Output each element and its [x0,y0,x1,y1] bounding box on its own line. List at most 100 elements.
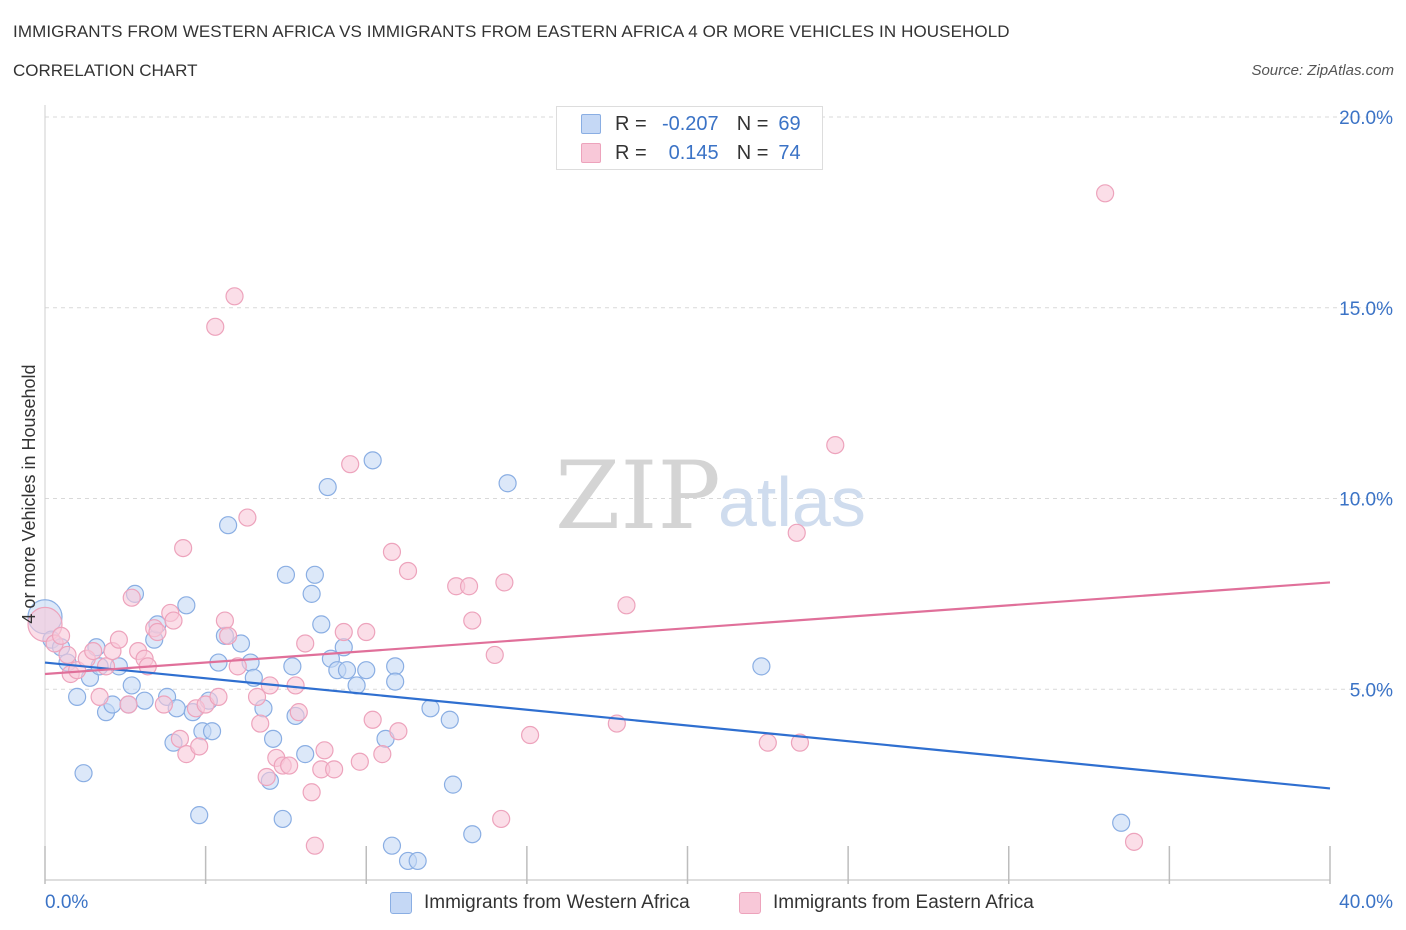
eastern-point [459,577,479,596]
eastern-point [373,745,392,764]
western-point [463,825,482,844]
legend-r-label: R = [615,141,647,164]
western-point [363,451,382,470]
eastern-point [485,645,504,665]
western-point [347,676,366,695]
eastern-point [758,733,777,752]
eastern-point [492,809,511,829]
western-point [357,661,376,680]
western-point [296,745,315,764]
eastern-point [305,836,324,855]
chart-source: Source: ZipAtlas.com [1251,62,1394,79]
eastern-point [296,634,315,653]
eastern-point [790,733,810,752]
trend-lines [44,581,1331,790]
western-point [135,691,154,710]
western-point [408,851,427,871]
western-point [752,657,771,676]
western-point [382,836,402,855]
x-tick-label: 40.0% [1339,892,1393,913]
eastern-point [251,714,270,733]
eastern-point [334,622,353,642]
chart-title: IMMIGRANTS FROM WESTERN AFRICA VS IMMIGR… [13,22,1010,41]
bottom-legend-eastern: Immigrants from Eastern Africa [739,890,1034,916]
western-point [202,722,222,741]
eastern-point [190,737,209,756]
eastern-point [164,611,183,630]
western-point [421,699,440,718]
eastern-point [84,641,103,661]
eastern-point [520,725,540,745]
eastern-point [96,657,116,676]
eastern-point [225,287,244,306]
eastern-point [90,687,109,706]
western-point [318,477,337,497]
legend-n-value: 74 [778,141,801,164]
eastern-point [617,596,636,615]
legend-row-eastern: R = 0.145 N = 74 [581,141,801,165]
western-point [443,775,463,794]
bottom-legend-swatch-western [390,892,412,914]
western-point [177,596,196,615]
legend-n-label: N = [736,141,769,164]
eastern-point [389,722,408,741]
eastern-point [109,630,128,649]
western-point [263,729,283,748]
western-point [440,710,459,729]
eastern-point [1096,184,1115,203]
western-point [74,764,93,783]
western-point [386,672,405,691]
eastern-point [357,622,376,642]
grid-lines [45,116,1390,690]
watermark-zip: ZIP [555,442,721,551]
eastern-point [382,542,402,562]
y-tick-label: 15.0% [1339,299,1393,320]
legend-r-value: -0.207 [661,112,719,135]
western-point [122,676,141,695]
x-tick-label: 0.0% [45,892,88,913]
bottom-legend-western: Immigrants from Western Africa [390,890,690,916]
eastern-trend-line [44,581,1331,676]
eastern-point [302,783,321,802]
eastern-point [341,455,360,474]
western-trend-line [44,661,1331,790]
western-point [302,584,321,603]
eastern-point [350,752,369,771]
western-point [337,661,357,680]
eastern-point [463,611,482,630]
western-point [1112,813,1131,832]
eastern-point [209,687,228,706]
eastern-point [787,523,806,542]
western-point [305,565,324,584]
western-point [219,516,238,535]
eastern-point [280,756,299,775]
eastern-point [119,695,138,714]
legend-n-value: 69 [778,112,801,135]
eastern-point [363,710,382,729]
axes: 5.0% 10.0% 15.0% 20.0% 0.0% 40.0% [44,105,1393,913]
eastern-point [315,741,334,760]
eastern-point [219,626,238,645]
y-tick-label: 10.0% [1339,490,1393,511]
bottom-legend-label-eastern: Immigrants from Eastern Africa [773,892,1034,913]
western-point [312,615,331,634]
bottom-legend-swatch-eastern [739,892,761,914]
bottom-legend-label-western: Immigrants from Western Africa [424,892,690,913]
eastern-point [215,611,234,630]
eastern-point [170,729,190,748]
legend-r-label: R = [615,112,647,135]
legend-r-value: 0.145 [668,141,719,164]
eastern-point [51,626,71,645]
western-point [498,474,517,493]
eastern-point [495,573,514,592]
western-point [276,565,296,584]
correlation-legend: R = -0.207 N = 69 R = 0.145 N = 74 [556,106,823,170]
western-point [68,687,87,706]
eastern-point [398,561,418,581]
eastern-point [289,703,308,722]
y-tick-label: 20.0% [1339,108,1393,129]
chart-subtitle: CORRELATION CHART [13,61,198,80]
eastern-point [228,657,247,676]
y-axis-label: 4 or more Vehicles in Household [19,364,39,623]
